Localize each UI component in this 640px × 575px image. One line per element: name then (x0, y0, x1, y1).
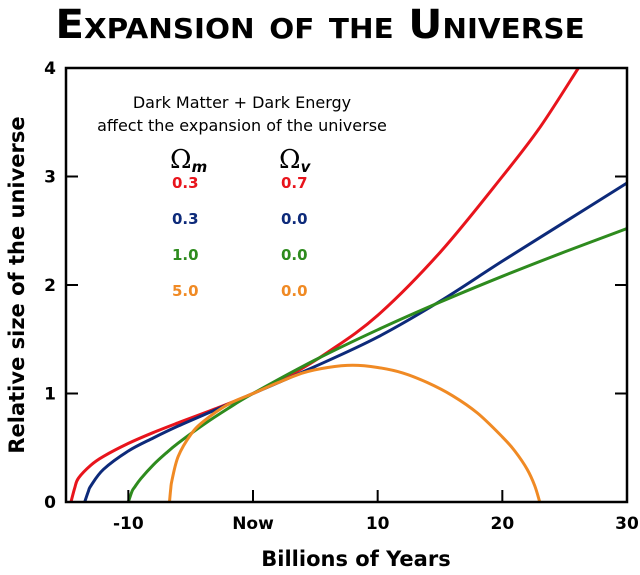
annotation-line-2: affect the expansion of the universe (97, 116, 387, 135)
omega-v-header: Ωv (279, 145, 312, 176)
chart-title: Expansion of the Universe (55, 2, 585, 48)
series-line-2 (126, 227, 627, 502)
annotation-line-1: Dark Matter + Dark Energy (133, 93, 351, 112)
x-tick-label: Now (232, 514, 274, 534)
x-tick-label: 10 (366, 514, 390, 534)
legend-omega-m-3: 5.0 (172, 282, 199, 300)
y-tick-label: 4 (44, 59, 56, 79)
y-axis-label: Relative size of the universe (5, 116, 29, 453)
legend-omega-v-1: 0.0 (281, 210, 308, 228)
legend-omega-v-0: 0.7 (281, 174, 308, 192)
y-tick-label: 2 (44, 276, 56, 296)
series-line-3 (167, 363, 542, 502)
x-tick-label: -10 (113, 514, 144, 534)
legend-omega-m-2: 1.0 (172, 246, 199, 264)
x-axis-label: Billions of Years (261, 547, 450, 571)
legend-omega-m-1: 0.3 (172, 210, 199, 228)
x-tick-label: 30 (615, 514, 639, 534)
legend-omega-v-2: 0.0 (281, 246, 308, 264)
y-tick-label: 3 (44, 168, 56, 188)
legend-omega-v-3: 0.0 (281, 282, 308, 300)
y-tick-label: 0 (44, 493, 56, 513)
x-tick-label: 20 (490, 514, 514, 534)
legend-omega-m-0: 0.3 (172, 174, 199, 192)
omega-m-header: Ωm (170, 145, 207, 176)
y-tick-label: 1 (44, 385, 56, 405)
